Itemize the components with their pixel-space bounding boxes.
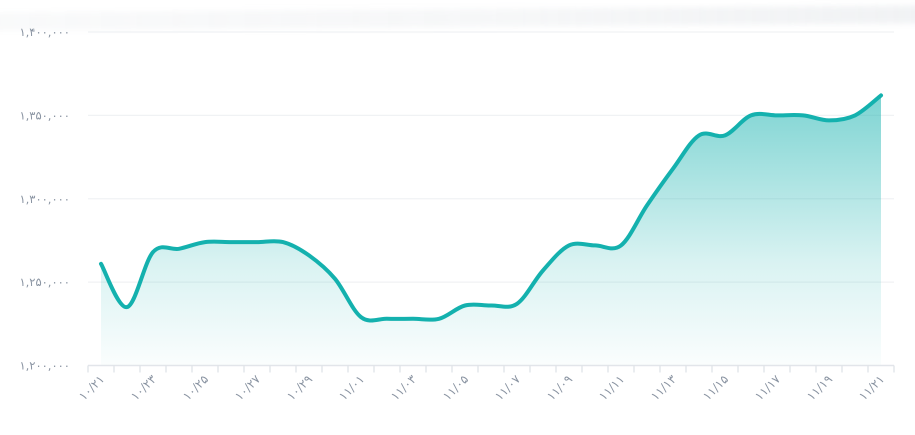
y-axis-label: ۱,۲۰۰,۰۰۰	[19, 359, 70, 373]
y-axis-label: ۱,۲۵۰,۰۰۰	[19, 275, 70, 289]
x-axis-label: ۱۱/۱۳	[648, 372, 679, 403]
area-fill	[101, 95, 881, 366]
x-axis-label: ۱۱/۰۹	[544, 372, 575, 403]
x-axis-label: ۱۱/۱۷	[752, 372, 783, 403]
x-axis-label: ۱۰/۲۵	[180, 372, 211, 403]
y-axis-label: ۱,۳۰۰,۰۰۰	[19, 192, 70, 206]
x-axis-label: ۱۰/۲۷	[232, 372, 263, 403]
x-axis-label: ۱۱/۲۱	[856, 372, 887, 403]
x-axis-label: ۱۱/۰۵	[440, 372, 471, 403]
y-axis-label: ۱,۳۵۰,۰۰۰	[19, 108, 70, 122]
x-axis-label: ۱۰/۲۹	[284, 372, 315, 403]
x-axis-label: ۱۱/۱۵	[700, 372, 731, 403]
x-axis-label: ۱۱/۰۷	[492, 372, 523, 403]
x-axis-label: ۱۱/۰۱	[336, 372, 367, 403]
x-axis-label: ۱۰/۲۳	[128, 372, 159, 403]
x-axis-label: ۱۱/۱۱	[596, 372, 627, 403]
price-line	[99, 93, 883, 323]
x-axis-label: ۱۰/۲۱	[76, 372, 107, 403]
x-axis-label: ۱۱/۱۹	[804, 372, 835, 403]
x-axis-label: ۱۱/۰۳	[388, 372, 419, 403]
y-axis-label: ۱,۴۰۰,۰۰۰	[19, 25, 70, 39]
